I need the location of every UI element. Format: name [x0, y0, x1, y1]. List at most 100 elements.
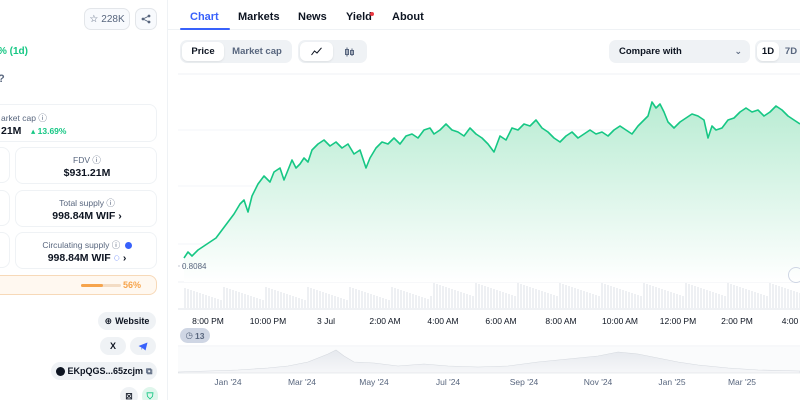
telegram-link[interactable] [130, 337, 156, 355]
navigator-tick: Mar '24 [287, 377, 317, 387]
line-chart-button[interactable] [300, 42, 333, 61]
volume-bar [664, 290, 666, 308]
volume-bar [622, 290, 624, 308]
volume-bar [319, 291, 321, 308]
volume-bar [307, 287, 309, 308]
volume-bar [502, 292, 504, 308]
volume-bar [400, 290, 402, 308]
circulating-supply-card[interactable]: Circulating supply ⓘ 998.84M WIF ◌ › [15, 232, 157, 269]
volume-bar [721, 295, 723, 308]
volume-bar [268, 288, 270, 308]
price-mode-toggle: Price Market cap [180, 40, 292, 63]
compare-with-dropdown[interactable]: Compare with ⌄ [609, 40, 750, 63]
progress-fill [81, 284, 104, 287]
total-supply-card[interactable]: Total supply ⓘ 998.84M WIF › [15, 190, 157, 227]
volume-bar [727, 283, 729, 308]
volume-bar [784, 288, 786, 308]
tab-news[interactable]: News [298, 11, 327, 23]
volume-bar [184, 288, 186, 308]
compare-with-label: Compare with [619, 46, 682, 57]
line-chart-icon [311, 47, 322, 56]
volume-bar [577, 289, 579, 308]
volume-bar [265, 287, 267, 308]
volume-bar [421, 297, 423, 308]
volume-bar [655, 287, 657, 308]
volume-bar [271, 289, 273, 308]
tab-chart[interactable]: Chart [190, 11, 219, 23]
volume-bar [487, 287, 489, 308]
tab-yield[interactable]: Yield [346, 11, 372, 23]
volume-bar [385, 299, 387, 308]
tab-markets[interactable]: Markets [238, 11, 280, 23]
volume-bar [760, 294, 762, 308]
volume-bar [511, 295, 513, 308]
watchlist-count: 228K [101, 13, 125, 25]
supply-progress: 56% [0, 275, 157, 295]
volume-card-partial[interactable] [0, 147, 10, 183]
market-cap-option[interactable]: Market cap [232, 46, 282, 57]
tab-about[interactable]: About [392, 11, 424, 23]
volume-bar [766, 296, 768, 308]
volume-bar [673, 293, 675, 308]
volume-bar [586, 292, 588, 308]
volume-bar [730, 284, 732, 308]
info-icon: ⓘ [92, 155, 101, 165]
shield-icon[interactable]: ⛉ [142, 387, 158, 400]
price-chart[interactable]: 0.8084 8:00 PM 10:00 PM 3 Jul 2:00 AM 4:… [178, 72, 800, 400]
volume-bar [514, 296, 516, 308]
total-supply-label: Total supply ⓘ [59, 198, 115, 208]
copy-icon[interactable]: ⧉ [146, 365, 153, 376]
navigator-tick: Sep '24 [509, 377, 539, 387]
volume-bar [553, 295, 555, 308]
help-icon[interactable]: ? [0, 73, 5, 85]
volume-bar [457, 291, 459, 308]
events-badge[interactable]: ◷ 13 [180, 328, 210, 343]
volume-bar [535, 289, 537, 308]
fdv-card[interactable]: FDV ⓘ $931.21M [15, 147, 157, 184]
market-cap-card[interactable]: arket cap ⓘ 21M ▴ 13.69% [0, 104, 157, 142]
explorer-icon[interactable]: ⊠ [120, 387, 138, 400]
new-dot-indicator [370, 12, 374, 16]
volume-bar [199, 293, 201, 308]
volume-bar [364, 292, 366, 308]
circulating-supply-label: Circulating supply ⓘ [16, 239, 158, 251]
volume-bar [592, 294, 594, 308]
progress-track [81, 284, 121, 287]
volume-bar [217, 299, 219, 308]
x-link[interactable]: X [100, 337, 126, 355]
navigator-tick: Nov '24 [583, 377, 613, 387]
volume-bar [739, 287, 741, 308]
volume-bar [580, 290, 582, 308]
website-link[interactable]: ⊕ Website [98, 312, 156, 330]
share-button[interactable] [135, 8, 157, 30]
volume-bar [676, 294, 678, 308]
volume-bar [595, 295, 597, 308]
volume-bar [478, 284, 480, 308]
volume-bar [769, 283, 771, 308]
volume-bar [244, 294, 246, 308]
info-icon: ⓘ [106, 198, 115, 208]
volume-bar [397, 289, 399, 308]
max-supply-card-partial[interactable] [0, 232, 10, 268]
volume-bar [448, 288, 450, 308]
volume-bar [658, 288, 660, 308]
volume-bar [550, 294, 552, 308]
volume-bar [697, 287, 699, 308]
volume-bar [352, 288, 354, 308]
tab-bar: Chart Markets News Yield About [168, 0, 800, 30]
vol-mcap-card-partial[interactable] [0, 190, 10, 226]
price-option[interactable]: Price [182, 42, 224, 61]
volume-bar [442, 286, 444, 308]
contract-address[interactable]: EKpQGS...65zcjm ⧉ [51, 362, 157, 380]
navigator-tick: Jan '24 [214, 377, 242, 387]
progress-percent: 56% [123, 280, 142, 290]
watchlist-button[interactable]: ☆ 228K [84, 8, 130, 30]
volume-bar [346, 300, 348, 308]
volume-bar [439, 285, 441, 308]
candlestick-button[interactable] [333, 42, 365, 61]
volume-bar [454, 290, 456, 308]
volume-bar [241, 293, 243, 308]
supply-ring-icon: ◌ [113, 252, 120, 264]
range-1d[interactable]: 1D [757, 42, 779, 61]
range-7d[interactable]: 7D [784, 46, 798, 57]
